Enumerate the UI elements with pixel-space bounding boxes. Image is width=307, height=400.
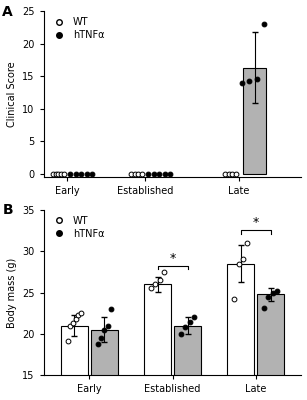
Point (105, 322, 110, 329)
Legend: WT, hTNFα: WT, hTNFα (49, 16, 105, 41)
Point (162, 170, 167, 177)
Point (223, 170, 227, 177)
Legend: WT, hTNFα: WT, hTNFα (49, 215, 105, 240)
Y-axis label: Clinical Score: Clinical Score (6, 61, 17, 127)
Point (136, 170, 141, 177)
Bar (91, 330, 118, 400)
Text: A: A (2, 4, 13, 18)
Point (239, 80, 244, 86)
Point (262, 304, 266, 311)
Y-axis label: Body mass (g): Body mass (g) (6, 258, 17, 328)
Point (51, 170, 56, 177)
Bar (144, 284, 171, 400)
Point (230, 170, 235, 177)
Text: *: * (253, 216, 259, 229)
Point (140, 170, 145, 177)
Point (68, 170, 73, 177)
Point (187, 318, 192, 325)
Point (73, 316, 78, 322)
Point (168, 170, 173, 177)
Point (157, 170, 162, 177)
Point (247, 78, 252, 84)
Point (262, 21, 266, 27)
Point (183, 324, 188, 330)
Point (275, 288, 280, 294)
Point (149, 285, 154, 292)
Bar (174, 326, 201, 400)
Point (231, 296, 236, 302)
Point (146, 170, 151, 177)
Point (153, 281, 158, 288)
Point (270, 289, 275, 296)
Point (178, 331, 183, 337)
Bar (257, 294, 284, 400)
Point (157, 277, 162, 283)
Point (76, 312, 81, 318)
Point (151, 170, 156, 177)
Point (226, 170, 231, 177)
Point (233, 170, 238, 177)
Bar (61, 326, 88, 400)
Point (245, 240, 250, 246)
Point (109, 306, 114, 312)
Point (79, 310, 84, 316)
Point (129, 170, 134, 177)
Point (90, 170, 95, 177)
Point (68, 322, 73, 329)
Point (254, 76, 259, 82)
Point (79, 170, 84, 177)
Point (56, 170, 61, 177)
Point (99, 335, 103, 341)
Point (192, 314, 196, 321)
Point (266, 294, 271, 300)
Text: *: * (169, 252, 176, 265)
Point (132, 170, 137, 177)
Point (84, 170, 89, 177)
Point (95, 341, 100, 347)
Point (162, 269, 167, 275)
Text: B: B (2, 203, 13, 217)
Point (71, 320, 76, 326)
Bar (243, 68, 266, 174)
Point (236, 260, 241, 267)
Point (61, 170, 66, 177)
Point (53, 170, 58, 177)
Point (73, 170, 78, 177)
Point (59, 170, 64, 177)
Point (65, 338, 70, 344)
Bar (227, 264, 254, 400)
Point (102, 327, 107, 333)
Point (240, 256, 245, 263)
